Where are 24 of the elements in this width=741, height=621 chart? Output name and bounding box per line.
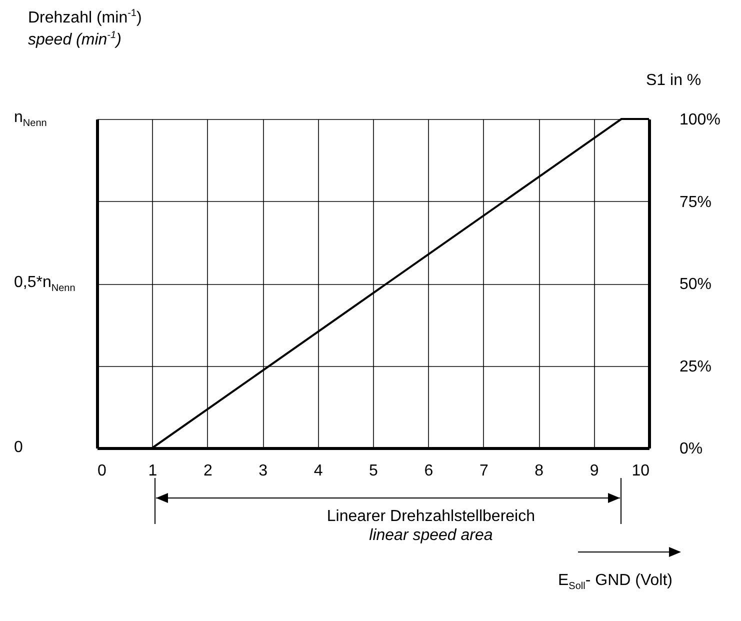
y-tick-label: 25% <box>680 358 712 376</box>
text: Linearer Drehzahlstellbereich <box>326 508 536 526</box>
x-tick-label: 7 <box>479 462 488 480</box>
text: E$_{Soll}$- GND (Volt) <box>558 572 672 592</box>
x-tick-label: 1 <box>148 462 158 480</box>
x-tick-label: 0 <box>98 462 106 480</box>
y-tick-label: 100% <box>680 112 720 128</box>
x-tick-label: 4 <box>314 462 323 480</box>
y-tick-label: 75% <box>680 194 712 211</box>
text: n$_{Nenn}$ <box>14 108 47 130</box>
x-tick-label: 8 <box>534 462 544 480</box>
text: linear speed area <box>369 527 493 545</box>
text: 0 <box>14 439 23 457</box>
x-tick-label: 10 <box>632 462 650 480</box>
x-tick-label: 3 <box>258 462 268 480</box>
text: 0,5*n$_{Nenn}$ <box>14 273 76 294</box>
y2-axis-title: S1 in % <box>646 72 702 90</box>
x-tick-label: 2 <box>203 462 212 480</box>
text: Drehzahl (min$^{-1}$) speed (min$^{-1}$) <box>28 8 142 48</box>
y-tick-label: 0% <box>680 440 703 458</box>
x-tick-label: 5 <box>369 462 378 480</box>
x-tick-label: 9 <box>590 462 599 480</box>
y-tick-label: 50% <box>680 276 712 293</box>
x-tick-label: 6 <box>424 462 434 480</box>
